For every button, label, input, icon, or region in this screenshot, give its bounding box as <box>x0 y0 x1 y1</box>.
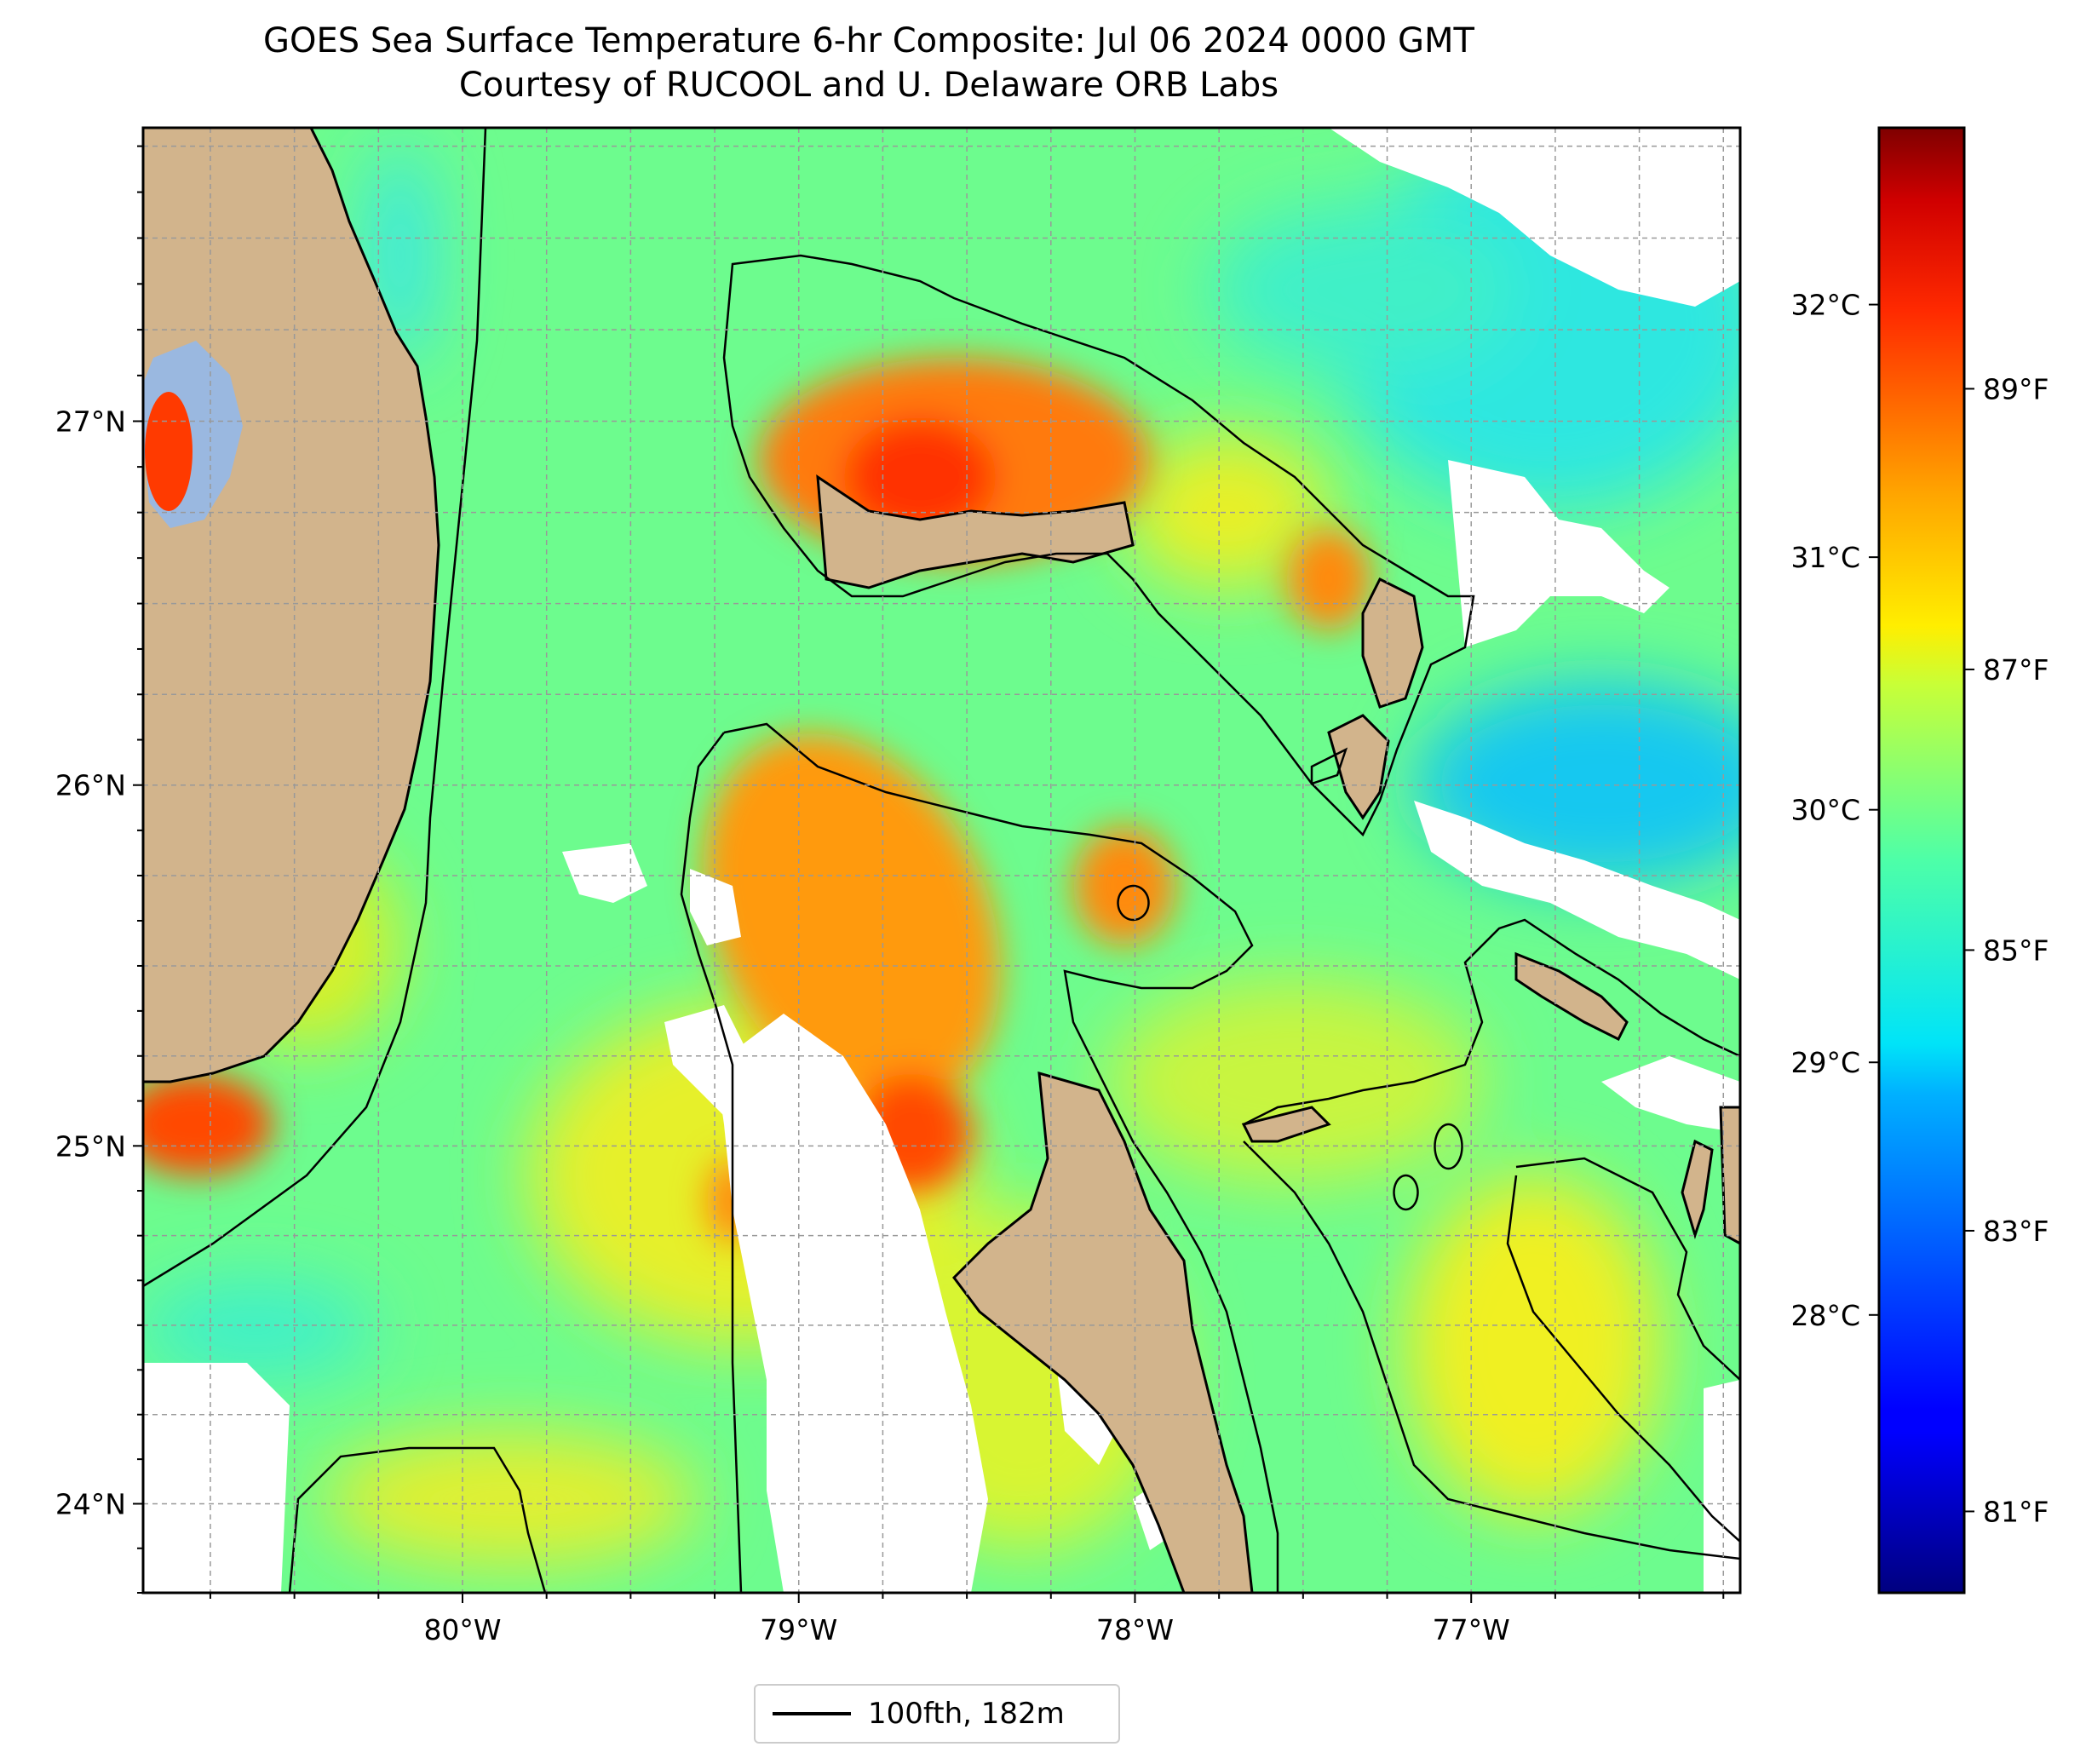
lake-warm-spot <box>145 392 193 511</box>
celsius-tick-label: 32°C <box>1790 289 1860 322</box>
celsius-tick-label: 30°C <box>1790 794 1860 827</box>
colorbar: 32°C 31°C 30°C 29°C 28°C 89°F 87°F 85°F 83°F 81°F <box>1790 126 2049 1594</box>
map-title: GOES Sea Surface Temperature 6-hr Compos… <box>263 21 1474 60</box>
celsius-tick-label: 31°C <box>1790 541 1860 574</box>
y-tick-label: 27°N <box>55 405 126 439</box>
fahrenheit-tick-label: 87°F <box>1983 653 2049 687</box>
x-tick-label: 78°W <box>1096 1613 1174 1646</box>
map-subtitle: Courtesy of RUCOOL and U. Delaware ORB L… <box>458 66 1279 105</box>
sst-field <box>143 128 1740 1593</box>
celsius-tick-label: 28°C <box>1790 1299 1860 1332</box>
colorbar-ticks: 32°C 31°C 30°C 29°C 28°C 89°F 87°F 85°F 83°F 81°F <box>1790 289 2049 1529</box>
legend-line-swatch <box>773 1712 851 1715</box>
fahrenheit-tick-label: 83°F <box>1983 1215 2049 1248</box>
fahrenheit-tick-label: 81°F <box>1983 1495 2049 1528</box>
legend-entry-label: 100fth, 182m <box>868 1697 1065 1731</box>
axes: 80°W 79°W 78°W 77°W 27°N 26°N 25°N 24°N <box>55 145 1725 1646</box>
bathymetry-contours <box>143 128 1740 1593</box>
fahrenheit-tick-label: 89°F <box>1983 372 2049 405</box>
celsius-tick-label: 29°C <box>1790 1046 1860 1079</box>
y-tick-label: 26°N <box>55 769 126 802</box>
plot-frame <box>141 126 1742 1594</box>
colorbar-gradient <box>1877 126 1966 1594</box>
no-data-regions <box>143 128 1740 1593</box>
contour-legend: 100fth, 182m <box>754 1684 1120 1744</box>
y-tick-label: 25°N <box>55 1129 126 1163</box>
x-tick-label: 80°W <box>423 1613 501 1646</box>
x-tick-label: 77°W <box>1433 1613 1510 1646</box>
x-tick-label: 79°W <box>760 1613 837 1646</box>
fahrenheit-tick-label: 85°F <box>1983 934 2049 967</box>
y-tick-label: 24°N <box>55 1487 126 1520</box>
